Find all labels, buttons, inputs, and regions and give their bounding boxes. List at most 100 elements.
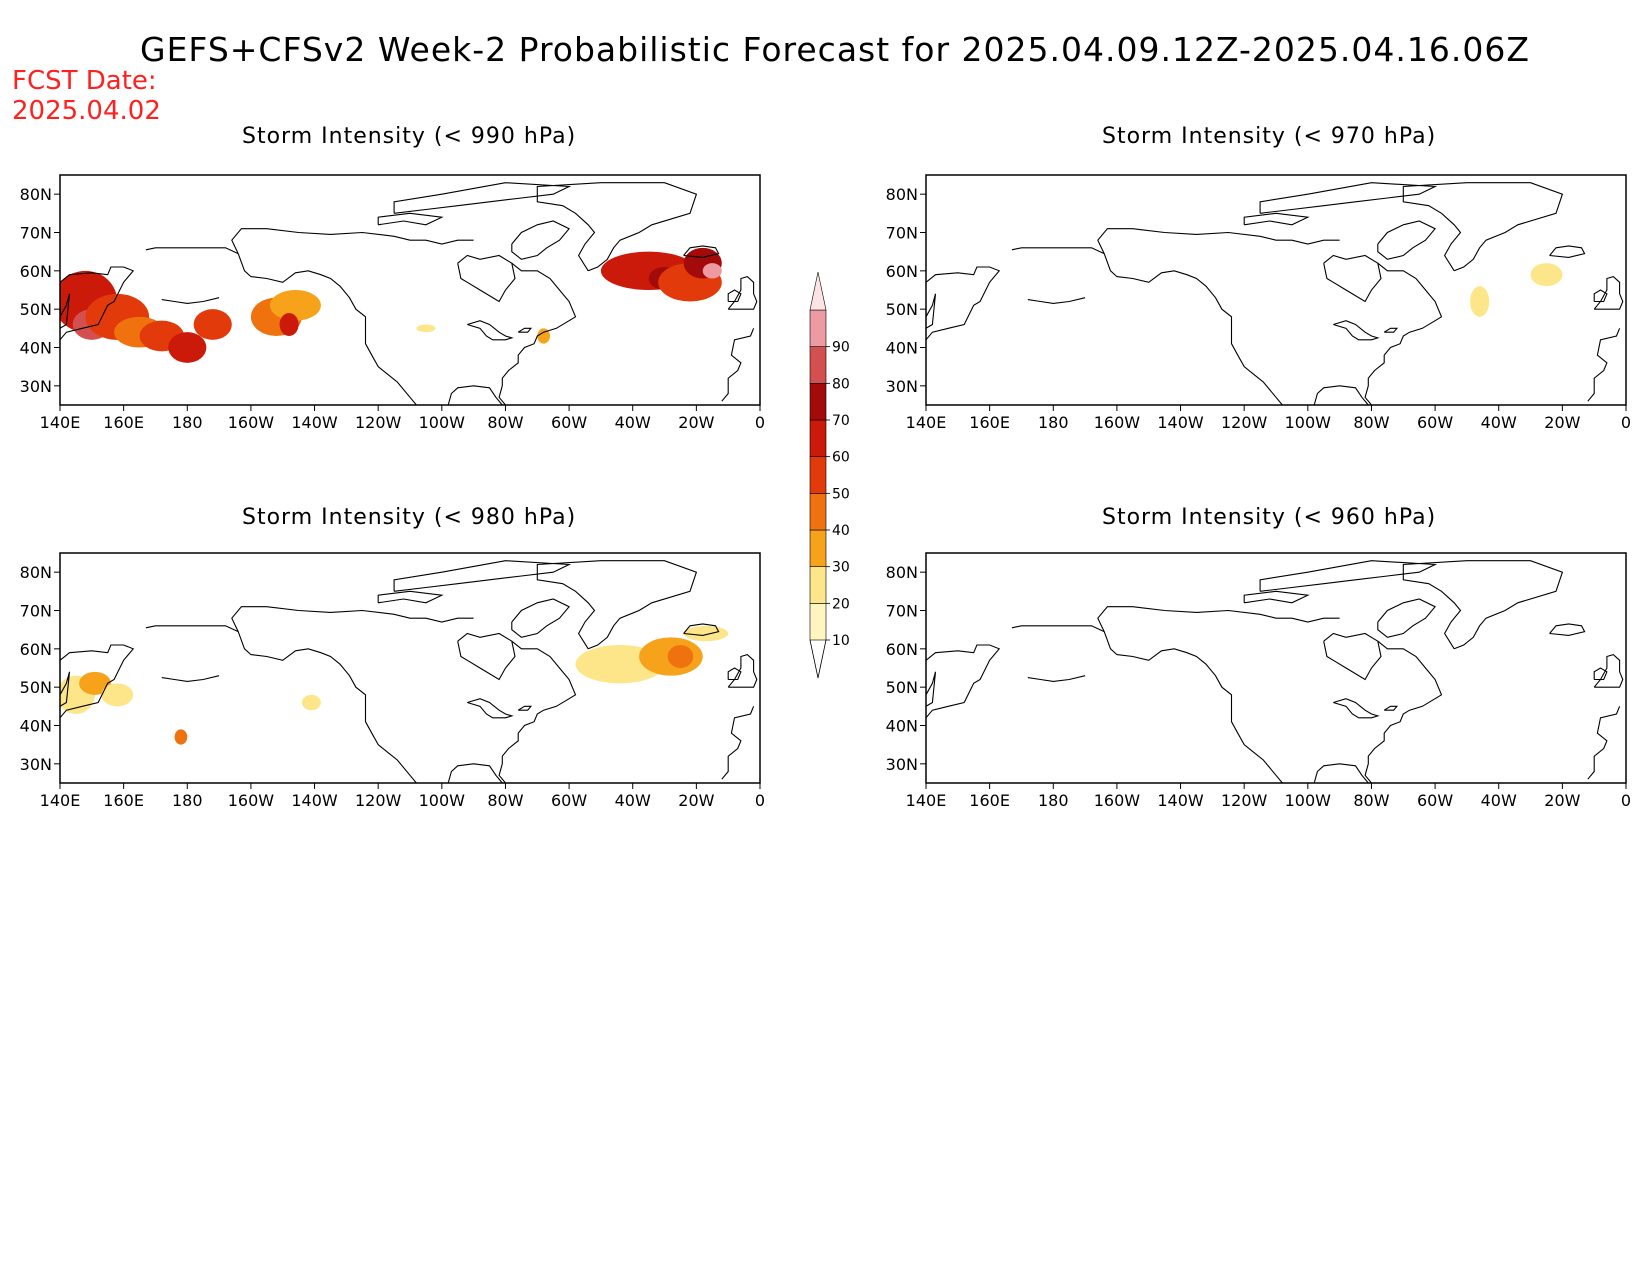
probability-cell [174,729,188,745]
lon-label: 80W [1353,413,1389,432]
map-svg-p970: 80N 70N 60N 50N 40N 30N 140E 160E 180 160W 140W 120… [886,174,1631,432]
coastline [60,293,71,329]
coastline [1549,245,1586,258]
coastline [511,220,570,260]
colorbar-label: 10 [832,633,850,649]
panel-title-990: Storm Intensity (< 990 hPa) [242,124,577,149]
lon-label: 60W [1417,791,1453,810]
coastline [1333,698,1380,719]
lat-label: 40N [20,717,52,736]
colorbar-bin [809,419,827,457]
lon-label: 180 [1038,413,1069,432]
lon-label: 120W [355,791,402,810]
map-frame [925,174,1627,406]
lon-label: 0 [755,791,765,810]
probability-cell [683,625,729,642]
coastline [457,632,516,681]
coastline [145,625,417,783]
lat-label: 70N [20,224,52,243]
lat-label: 60N [886,640,918,659]
lat-label: 40N [886,339,918,358]
coastline [517,327,533,333]
colorbar-bin [809,529,827,567]
lon-label: 160E [103,413,144,432]
lat-label: 50N [20,678,52,697]
lon-label: 100W [419,413,466,432]
coastline [727,653,758,688]
colorbar-label: 40 [832,523,850,539]
lat-label: 40N [886,717,918,736]
coastline [1593,275,1624,310]
coastline [393,560,572,592]
lon-label: 160E [103,791,144,810]
coastline [498,640,577,783]
coastline [727,289,742,303]
lat-label: 30N [20,755,52,774]
lon-label: 180 [1038,791,1069,810]
probability-cell [168,332,207,363]
coastline [1593,667,1608,681]
lon-label: 120W [1221,791,1268,810]
lon-label: 180 [172,791,203,810]
lat-label: 60N [886,262,918,281]
map-svg-p990: 80N 70N 60N 50N 40N 30N 140E 160E 180 160W 140W 120… [20,174,765,432]
coastline [1593,653,1624,688]
coastline [393,182,572,214]
coastline [1313,763,1369,783]
colorbar-label: 50 [832,486,850,502]
lat-label: 30N [886,755,918,774]
lon-label: 40W [615,791,651,810]
coastline [926,644,1001,719]
lat-label: 70N [886,602,918,621]
lon-label: 140W [291,791,338,810]
lon-label: 60W [551,413,587,432]
probability-cell [279,313,299,336]
coastline [721,706,755,780]
lat-label: 50N [886,300,918,319]
colorbar: 10 20 30 40 50 60 70 80 90 [800,270,860,680]
lon-label: 160W [228,791,275,810]
lon-label: 0 [1621,413,1631,432]
lat-label: 80N [886,563,918,582]
lat-label: 50N [20,300,52,319]
colorbar-label: 30 [832,560,850,576]
coastline [161,675,220,682]
coastline [1333,320,1380,341]
coastline [161,297,220,304]
coastline [1587,706,1621,780]
coastline [1313,385,1369,405]
coastline [231,606,474,632]
lat-label: 70N [20,602,52,621]
map-panel-970: 80N 70N 60N 50N 40N 30N 140E 160E 180 160W 140W 120… [866,165,1646,435]
probability-cell [193,309,232,340]
map-panel-980: 80N 70N 60N 50N 40N 30N 140E 160E 180 160W 140W 120… [0,543,780,813]
coastline-layer [60,182,758,405]
coastline [1259,182,1438,214]
lon-label: 80W [487,791,523,810]
coastline [536,560,698,650]
fcst-date-value: 2025.04.02 [12,96,161,126]
coastline [1383,705,1399,711]
colorbar-bin [809,456,827,494]
coastline [457,254,516,303]
coastline [1011,625,1283,783]
map-panel-990: 80N 70N 60N 50N 40N 30N 140E 160E 180 160W 140W 120… [0,165,780,435]
coastline [60,644,135,719]
coastline [145,247,417,405]
lon-label: 140E [40,791,81,810]
coastline [683,623,720,636]
coastline [1097,228,1340,254]
fcst-date-label: FCST Date: [12,66,157,96]
colorbar-bin [809,346,827,384]
lon-label: 100W [419,791,466,810]
coastline [926,671,937,707]
coastline [1549,623,1586,636]
lon-label: 140E [906,413,947,432]
lat-label: 30N [886,377,918,396]
lon-label: 20W [1544,413,1580,432]
lon-label: 180 [172,413,203,432]
lon-label: 0 [1621,791,1631,810]
lat-label: 80N [20,563,52,582]
lon-label: 160W [1094,791,1141,810]
coastline [926,293,937,329]
